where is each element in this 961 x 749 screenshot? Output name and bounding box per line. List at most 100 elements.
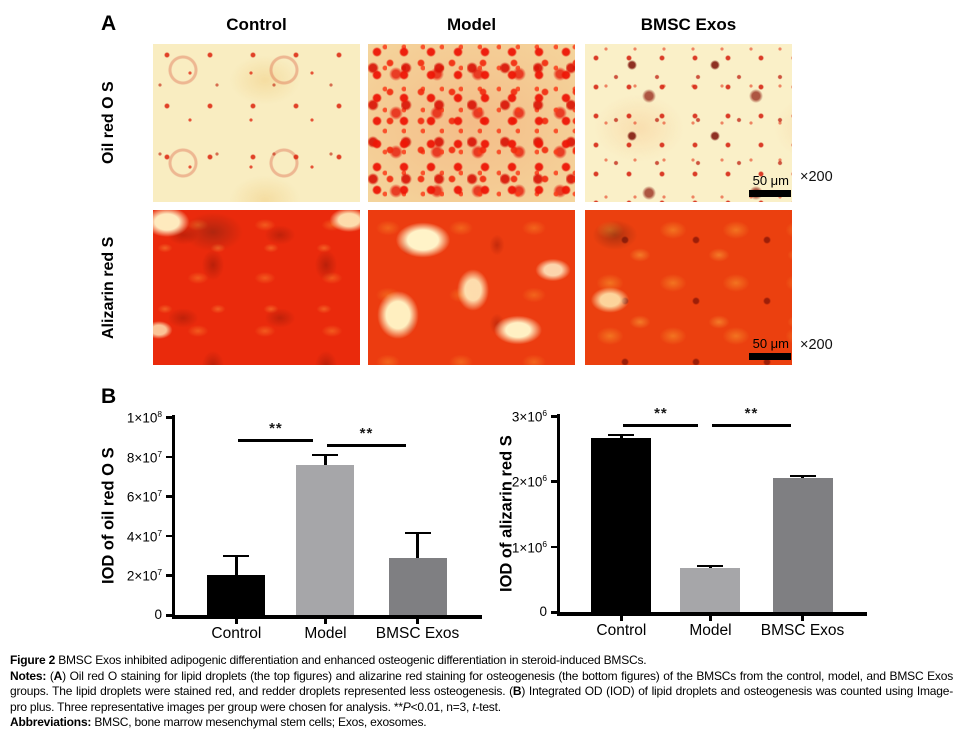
y-tick-label: 2×106	[511, 473, 547, 490]
caption-segment: BMSC Exos inhibited adipogenic different…	[55, 653, 647, 667]
caption-segment: BMSC, bone marrow mesenchymal stem cells…	[91, 715, 427, 729]
error-bar-cap	[789, 474, 816, 478]
caption-segment: ) Oil red O staining for lipid droplets …	[10, 668, 954, 699]
y-tick	[551, 415, 558, 418]
y-tick	[166, 614, 173, 617]
micrograph-oil-red-bmsc-exos: 50 μm	[585, 44, 792, 202]
caption-segment: t	[472, 699, 476, 714]
y-tick	[166, 495, 173, 498]
y-axis	[172, 415, 175, 618]
x-tick	[416, 618, 419, 624]
x-axis	[557, 612, 867, 616]
y-tick-label: 0	[539, 604, 547, 619]
caption-segment: A	[53, 668, 63, 683]
bar-control	[591, 437, 652, 612]
bar-control	[207, 575, 266, 615]
significance-label: **	[269, 419, 283, 437]
x-tick	[801, 615, 804, 621]
column-header-model: Model	[446, 15, 497, 34]
y-tick-label: 3×106	[511, 408, 547, 425]
error-bar-cap	[608, 433, 635, 437]
magnification-label-bottom: ×200	[800, 337, 833, 353]
caption-segment: P	[402, 699, 411, 714]
significance-line	[327, 443, 406, 448]
column-header-bmsc-exos: BMSC Exos	[640, 15, 737, 34]
error-bar-cap	[697, 564, 724, 568]
scale-bar	[749, 190, 791, 197]
y-axis-title: IOD of oil red O S	[99, 447, 118, 585]
x-category-label: BMSC Exos	[760, 622, 845, 639]
y-tick-label: 6×107	[126, 488, 162, 505]
micrograph-alizarin-bmsc-exos: 50 μm	[585, 210, 792, 365]
error-bar-stem	[235, 554, 238, 576]
y-tick-label: 2×107	[126, 567, 162, 584]
bar-model	[296, 464, 355, 615]
caption-segment: Figure 2	[10, 653, 56, 667]
caption-segment: Abbreviations:	[10, 715, 92, 729]
significance-label: **	[654, 404, 668, 422]
scale-bar	[749, 353, 791, 360]
y-axis	[557, 414, 560, 615]
caption-segment: -test.	[475, 699, 501, 714]
caption-segment: (	[46, 668, 54, 683]
error-bar-stem	[416, 531, 419, 558]
column-header-control: Control	[226, 15, 287, 34]
micrograph-oil-red-control	[153, 44, 360, 202]
x-category-label: Model	[689, 622, 732, 639]
micrograph-oil-red-model	[368, 44, 575, 202]
micrograph-alizarin-control	[153, 210, 360, 365]
x-category-label: BMSC Exos	[375, 625, 460, 642]
scale-bar-label: 50 μm	[752, 173, 789, 188]
bar-bmsc-exos	[388, 557, 447, 615]
bar-model	[680, 567, 741, 612]
error-bar-cap	[404, 531, 431, 535]
x-tick	[324, 618, 327, 624]
caption-segment: <0.01, n=3,	[410, 699, 473, 714]
bar-bmsc-exos	[772, 478, 833, 612]
y-tick	[166, 534, 173, 538]
micrograph-alizarin-model	[368, 210, 575, 365]
error-bar-cap	[223, 554, 250, 558]
y-tick	[551, 545, 558, 549]
y-axis-title: IOD of alizarin red S	[497, 435, 516, 593]
panel-a-label: A	[101, 12, 117, 35]
chart-iod-alizarin-red: 0 1×106 2×106 3×106 Control Model BMSC Exos ** *…	[498, 398, 910, 654]
x-category-label: Control	[596, 622, 647, 639]
y-tick	[166, 574, 173, 577]
y-tick	[166, 416, 173, 419]
y-tick	[551, 611, 558, 614]
caption-segment: ) Integrated OD (IOD) of lipid droplets …	[10, 684, 953, 714]
significance-line	[712, 423, 791, 428]
figure-caption: Figure 2 BMSC Exos inhibited adipogenic …	[10, 653, 953, 731]
error-bar-stem	[324, 453, 327, 465]
row-label-alizarin-red-s: Alizarin red S	[100, 236, 117, 339]
y-tick	[551, 480, 558, 483]
caption-abbreviations: Abbreviations: BMSC, bone marrow mesench…	[10, 715, 953, 731]
y-tick-label: 1×108	[126, 409, 162, 426]
y-tick-label: 1×106	[511, 538, 547, 556]
x-tick	[235, 618, 238, 624]
significance-line	[238, 438, 314, 443]
magnification-label-top: ×200	[800, 169, 833, 185]
y-tick-label: 4×107	[126, 527, 162, 545]
chart-iod-oil-red: 0 2×107 4×107 6×107 8×107 1×108 Control Model BM…	[100, 398, 493, 654]
x-category-label: Control	[211, 625, 262, 642]
scale-bar-label: 50 μm	[752, 336, 789, 351]
x-tick	[709, 615, 712, 621]
error-bar-cap	[312, 453, 339, 457]
y-tick-label: 8×107	[126, 448, 162, 466]
significance-label: **	[744, 404, 759, 422]
caption-segment: B	[512, 684, 522, 698]
y-tick	[166, 455, 173, 459]
y-tick-label: 0	[154, 607, 162, 622]
panel-b-label: B	[101, 385, 117, 408]
caption-notes: Notes: (A) Oil red O staining for lipid …	[10, 669, 953, 716]
x-tick	[620, 615, 623, 621]
significance-label: **	[359, 424, 374, 442]
caption-segment: Notes:	[10, 668, 47, 683]
significance-line	[623, 423, 699, 428]
x-category-label: Model	[304, 625, 347, 642]
x-axis	[172, 615, 482, 619]
caption-figure-title: Figure 2 BMSC Exos inhibited adipogenic …	[10, 653, 953, 669]
